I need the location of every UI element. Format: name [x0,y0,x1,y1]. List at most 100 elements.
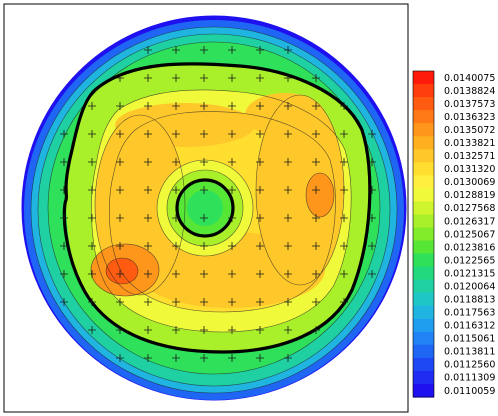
colorbar-tick-label: 0.0130069 [444,177,495,188]
mesh-marker [116,214,124,222]
colorbar-swatch [413,240,434,255]
mesh-marker [228,74,236,82]
mesh-marker [144,242,152,250]
mesh-marker [200,270,208,278]
mesh-marker [88,298,96,306]
colorbar-swatch [413,84,434,98]
colorbar-outline [412,70,435,398]
mesh-marker [88,214,96,222]
colorbar-swatch [413,266,434,281]
mesh-marker [144,354,152,362]
mesh-marker [228,242,236,250]
mesh-marker [200,46,208,54]
mesh-marker [228,186,236,194]
mesh-marker [312,214,320,222]
mesh-marker [368,158,376,166]
colorbar-tick-label: 0.0118813 [444,295,495,306]
mesh-marker [172,298,180,306]
mesh-marker [228,214,236,222]
mesh-marker [144,158,152,166]
colorbar-swatch [413,97,434,111]
mesh-marker [256,46,264,54]
mesh-marker [172,326,180,334]
mesh-marker [200,186,208,194]
colorbar-tick-label: 0.0136323 [444,112,495,123]
right-peak [306,173,334,217]
colorbar-swatch [413,344,434,359]
mesh-marker [200,298,208,306]
mesh-marker [312,158,320,166]
mesh-marker [284,130,292,138]
mesh-marker [284,214,292,222]
mesh-marker [228,354,236,362]
mesh-marker [312,326,320,334]
mesh-marker [144,186,152,194]
thick-contour-center [175,178,235,238]
mesh-marker [228,130,236,138]
mesh-marker [116,102,124,110]
colorbar-swatch [413,331,434,346]
mesh-marker [284,74,292,82]
mesh-marker [88,242,96,250]
mesh-marker [368,186,376,194]
mesh-marker [200,354,208,362]
mesh-marker [200,326,208,334]
mesh-marker [368,242,376,250]
mesh-marker [256,354,264,362]
mesh-marker [172,130,180,138]
bottom-lobe [135,232,325,308]
mesh-marker [144,326,152,334]
mesh-marker [88,130,96,138]
colorbar-tick-label: 0.0138824 [444,86,495,97]
colorbar-swatch [413,136,434,150]
mesh-marker [340,186,348,194]
mesh-marker [60,158,68,166]
mesh-marker [312,242,320,250]
mesh-markers [60,46,376,362]
colorbar-tick-label: 0.0127568 [444,203,495,214]
mesh-marker [172,270,180,278]
colorbar [412,70,435,398]
mesh-marker [284,46,292,54]
mesh-marker [88,158,96,166]
mesh-marker [200,102,208,110]
mesh-marker [284,270,292,278]
center-ring-eye [187,190,223,226]
colorbar-swatch [413,292,434,307]
upper-left-lobe [115,103,255,147]
mesh-marker [256,158,264,166]
mesh-marker [144,130,152,138]
mesh-marker [116,158,124,166]
mesh-marker [312,270,320,278]
mesh-marker [116,74,124,82]
mesh-marker [284,102,292,110]
mesh-marker [256,186,264,194]
colorbar-tick-label: 0.0126317 [444,216,495,227]
colorbar-tick-label: 0.0117563 [444,308,495,319]
mesh-marker [116,270,124,278]
mesh-marker [88,102,96,110]
mesh-marker [116,326,124,334]
colorbar-labels: 0.0140075 0.0138824 0.0137573 0.0136323 0.01… [444,73,495,397]
mesh-marker [200,242,208,250]
colorbar-tick-label: 0.0121315 [444,268,495,279]
mesh-marker [256,74,264,82]
mesh-marker [256,214,264,222]
mesh-marker [312,186,320,194]
mesh-marker [228,298,236,306]
colorbar-swatch [413,188,434,202]
mesh-marker [284,354,292,362]
colorbar-tick-label: 0.0111309 [444,373,495,384]
mesh-marker [200,74,208,82]
mesh-marker [144,298,152,306]
colorbar-swatch [413,110,434,124]
mesh-marker [60,214,68,222]
contour-disc [21,15,407,401]
mesh-marker [368,270,376,278]
mesh-marker [368,214,376,222]
mesh-marker [256,242,264,250]
mesh-marker [116,298,124,306]
mesh-marker [340,270,348,278]
mesh-marker [200,214,208,222]
